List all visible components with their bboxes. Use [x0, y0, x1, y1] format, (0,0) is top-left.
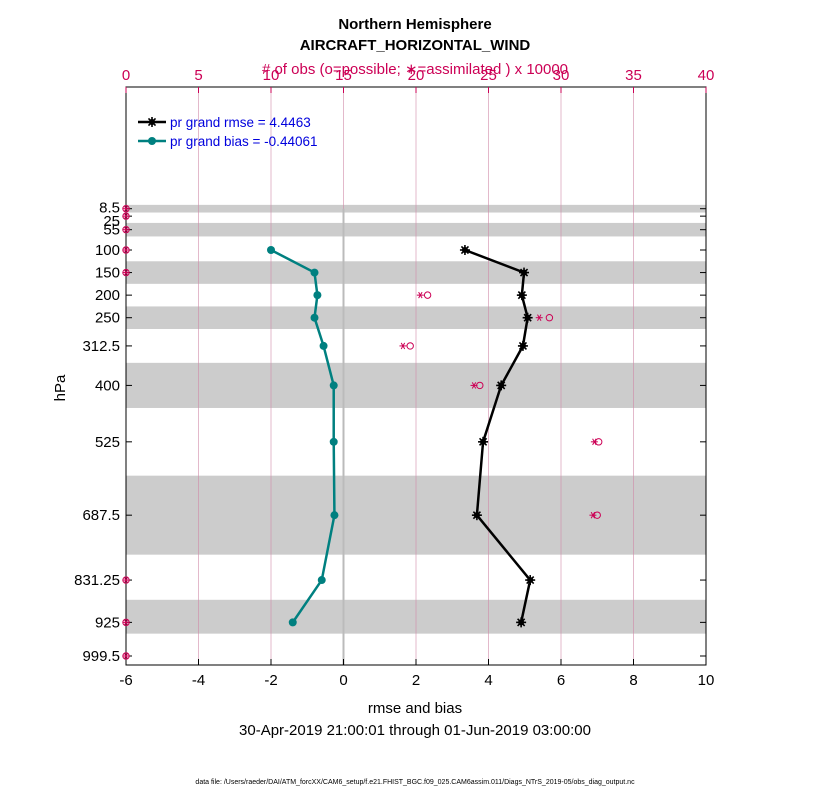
obs-assimilated-marker — [416, 291, 424, 299]
top-tick-label: 20 — [408, 67, 425, 84]
y-tick-label: 25 — [103, 213, 120, 230]
obs-count-markers — [122, 205, 603, 660]
top-tick-label: 25 — [480, 67, 497, 84]
x-axis-label: rmse and bias — [368, 700, 462, 717]
obs-assimilated-marker — [122, 269, 130, 276]
x-tick-label: 4 — [484, 672, 492, 689]
y-tick-label: 8.5 — [99, 200, 120, 217]
x-tick-label: 6 — [557, 672, 565, 689]
grid-lines — [198, 87, 634, 665]
bias-point — [313, 291, 322, 300]
top-tick-label: 35 — [625, 67, 642, 84]
y-tick-label: 925 — [95, 614, 120, 631]
bias-point — [330, 511, 339, 520]
legend: pr grand rmse = 4.4463 pr grand bias = -0… — [138, 115, 317, 149]
rmse-point — [516, 617, 527, 628]
rmse-point — [459, 245, 470, 255]
bias-point — [267, 246, 275, 254]
x-tick-label: -6 — [119, 672, 132, 689]
legend-label: pr grand bias = -0.44061 — [170, 134, 317, 149]
obs-assimilated-marker — [535, 314, 543, 321]
obs-assimilated-marker — [589, 511, 597, 519]
y-tick-label: 400 — [95, 377, 120, 394]
rmse-point — [478, 436, 489, 447]
obs-assimilated-marker — [470, 382, 478, 389]
top-tick-label: 0 — [122, 67, 130, 84]
bias-point — [317, 576, 326, 585]
bias-point — [310, 268, 319, 277]
obs-assimilated-marker — [122, 576, 130, 584]
top-axis-label: # of obs (o=possible; ∗=assimilated ) x … — [262, 61, 568, 78]
data-file-footer: data file: /Users/raeder/DAI/ATM_forcXX/… — [195, 779, 635, 786]
obs-assimilated-marker — [122, 226, 130, 233]
obs-assimilated-marker — [122, 619, 130, 626]
chart-title: Northern Hemisphere — [338, 16, 491, 33]
y-tick-label: 525 — [95, 434, 120, 451]
top-tick-label: 5 — [194, 67, 202, 84]
rmse-point — [525, 575, 536, 586]
rmse-point — [519, 267, 530, 278]
x-tick-label: -4 — [192, 672, 205, 689]
obs-assimilated-marker — [122, 205, 130, 212]
top-tick-label: 15 — [335, 67, 352, 84]
rmse-point — [516, 290, 527, 301]
legend-label: pr grand rmse = 4.4463 — [170, 115, 311, 130]
y-axis-label: hPa — [52, 374, 69, 401]
y-tick-label: 687.5 — [82, 507, 120, 524]
y-tick-label: 200 — [95, 287, 120, 304]
bias-point — [288, 618, 297, 627]
series — [267, 245, 536, 628]
chart-subtitle: AIRCRAFT_HORIZONTAL_WIND — [300, 37, 531, 54]
rmse-point — [522, 312, 533, 323]
obs-assimilated-marker — [399, 342, 407, 350]
x-tick-label: 8 — [629, 672, 637, 689]
obs-assimilated-marker — [122, 246, 130, 254]
obs-possible-marker — [406, 342, 414, 350]
rmse-line — [464, 248, 532, 623]
legend-marker — [148, 137, 156, 145]
x-tick-label: 2 — [412, 672, 420, 689]
rmse-point — [471, 510, 482, 521]
x-tick-label: -2 — [264, 672, 277, 689]
y-tick-label: 100 — [95, 242, 120, 259]
top-tick-label: 10 — [263, 67, 280, 84]
bias-point — [310, 313, 319, 322]
date-range: 30-Apr-2019 21:00:01 through 01-Jun-2019… — [239, 722, 591, 739]
obs-possible-marker — [423, 291, 432, 299]
obs-assimilated-marker — [122, 652, 130, 660]
top-tick-label: 40 — [698, 67, 715, 84]
y-tick-label: 250 — [95, 310, 120, 327]
rmse-point — [517, 340, 528, 351]
axis-ticks: -6 -4 -2 0 2 4 6 8 100 5 10 15 20 25 30 35 408.525551001… — [74, 67, 714, 689]
x-tick-label: 0 — [339, 672, 347, 689]
bias-point — [319, 341, 328, 350]
legend-marker — [147, 117, 157, 127]
y-tick-label: 150 — [95, 265, 120, 282]
y-tick-label: 312.5 — [82, 338, 120, 355]
y-tick-label: 999.5 — [82, 648, 120, 665]
x-tick-label: 10 — [698, 672, 715, 689]
obs-assimilated-marker — [590, 438, 598, 446]
rmse-point — [496, 380, 507, 391]
obs-possible-marker — [545, 314, 554, 322]
bias-point — [329, 381, 338, 390]
bias-line — [270, 248, 336, 624]
y-tick-label: 831.25 — [74, 572, 120, 589]
y-tick-label: 55 — [103, 222, 120, 239]
obs-assimilated-marker — [122, 212, 130, 220]
bias-point — [329, 437, 338, 446]
top-tick-label: 30 — [553, 67, 570, 84]
